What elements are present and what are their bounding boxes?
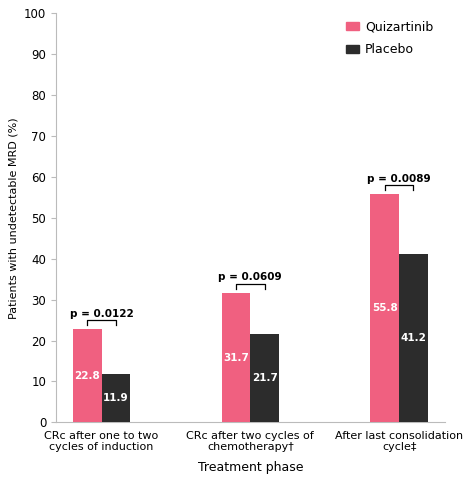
Text: 55.8: 55.8	[372, 303, 398, 313]
Y-axis label: Patients with undetectable MRD (%): Patients with undetectable MRD (%)	[9, 117, 18, 319]
Bar	[370, 194, 399, 422]
Text: 21.7: 21.7	[252, 373, 278, 383]
Bar	[73, 329, 101, 422]
Bar	[250, 334, 279, 422]
Text: p = 0.0609: p = 0.0609	[219, 272, 282, 282]
X-axis label: Treatment phase: Treatment phase	[198, 461, 303, 474]
Text: p = 0.0089: p = 0.0089	[367, 174, 431, 184]
Bar	[101, 374, 130, 422]
Bar	[222, 293, 250, 422]
Text: 31.7: 31.7	[223, 352, 249, 362]
Text: p = 0.0122: p = 0.0122	[70, 309, 133, 319]
Text: 22.8: 22.8	[74, 371, 100, 381]
Text: 41.2: 41.2	[401, 333, 427, 343]
Text: 11.9: 11.9	[103, 393, 129, 403]
Bar	[399, 254, 428, 422]
Legend: Quizartinib, Placebo: Quizartinib, Placebo	[341, 15, 438, 62]
